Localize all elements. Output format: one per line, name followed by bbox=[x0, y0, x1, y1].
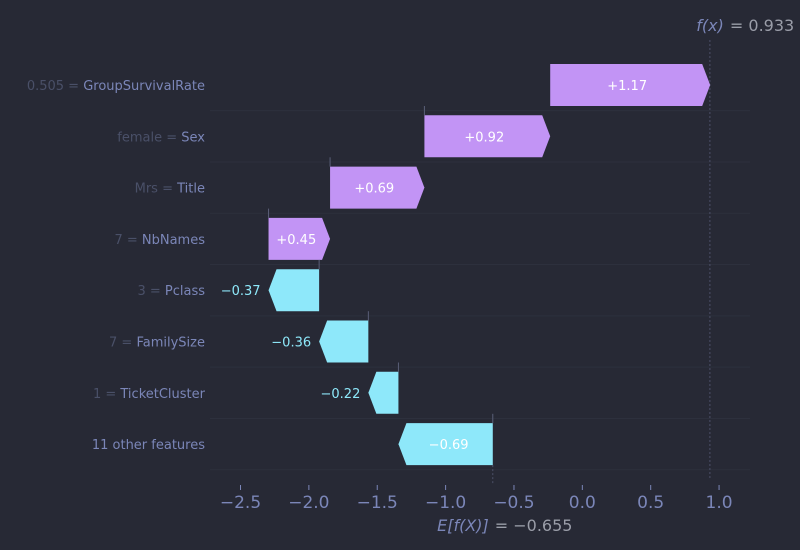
feature-name: 11 other features bbox=[92, 438, 205, 453]
feature-name: GroupSurvivalRate bbox=[83, 79, 205, 94]
x-tick-label: −1.5 bbox=[357, 493, 398, 513]
bar-value-label: −0.69 bbox=[429, 438, 469, 453]
feature-name: Title bbox=[176, 182, 205, 197]
fx-label: f(x) bbox=[696, 16, 724, 35]
x-tick-label: 1.0 bbox=[706, 493, 733, 513]
feature-name: NbNames bbox=[142, 233, 205, 248]
feature-label: 7 = FamilySize bbox=[109, 336, 205, 351]
bar-value-label: +0.45 bbox=[276, 233, 316, 248]
feature-label: 3 = Pclass bbox=[137, 284, 205, 299]
positive-bar bbox=[330, 166, 425, 209]
feature-name: Pclass bbox=[165, 284, 205, 299]
bar-value-label: −0.36 bbox=[271, 336, 311, 351]
feature-value: 1 = bbox=[93, 387, 120, 402]
fx-value: = 0.933 bbox=[730, 16, 794, 35]
feature-value: 0.505 = bbox=[27, 79, 83, 94]
x-tick-label: −1.0 bbox=[425, 493, 466, 513]
bar-value-label: +1.17 bbox=[607, 79, 647, 94]
feature-label: 0.505 = GroupSurvivalRate bbox=[27, 79, 205, 94]
feature-name: TicketCluster bbox=[119, 387, 205, 402]
negative-bar bbox=[268, 269, 320, 312]
x-tick-label: 0.5 bbox=[637, 493, 664, 513]
bar-value-label: +0.92 bbox=[464, 130, 504, 145]
feature-value: 7 = bbox=[109, 336, 136, 351]
x-tick-label: 0.0 bbox=[569, 493, 596, 513]
bar-value-label: −0.22 bbox=[321, 387, 361, 402]
x-tick-label: −2.0 bbox=[288, 493, 329, 513]
negative-bar bbox=[398, 423, 493, 466]
efx-value: = −0.655 bbox=[495, 516, 573, 535]
negative-bar bbox=[368, 371, 399, 414]
feature-name: FamilySize bbox=[136, 336, 205, 351]
x-tick-label: −2.5 bbox=[220, 493, 261, 513]
feature-value: 7 = bbox=[114, 233, 141, 248]
feature-value: female = bbox=[117, 130, 181, 145]
negative-bar bbox=[319, 320, 369, 363]
feature-label: 1 = TicketCluster bbox=[93, 387, 206, 402]
feature-label: 7 = NbNames bbox=[114, 233, 205, 248]
efx-label: E[f(X)] bbox=[437, 516, 489, 535]
feature-value: 3 = bbox=[137, 284, 164, 299]
bar-value-label: −0.37 bbox=[221, 284, 261, 299]
feature-label: female = Sex bbox=[117, 130, 205, 145]
positive-bar bbox=[550, 64, 711, 106]
x-tick-label: −0.5 bbox=[493, 493, 534, 513]
positive-bar bbox=[424, 115, 551, 158]
feature-name: Sex bbox=[181, 130, 205, 145]
positive-bar bbox=[268, 217, 331, 260]
bar-value-label: +0.69 bbox=[354, 182, 394, 197]
feature-label: Mrs = Title bbox=[135, 182, 205, 197]
feature-value: Mrs = bbox=[135, 182, 178, 197]
feature-label: 11 other features bbox=[92, 438, 205, 453]
